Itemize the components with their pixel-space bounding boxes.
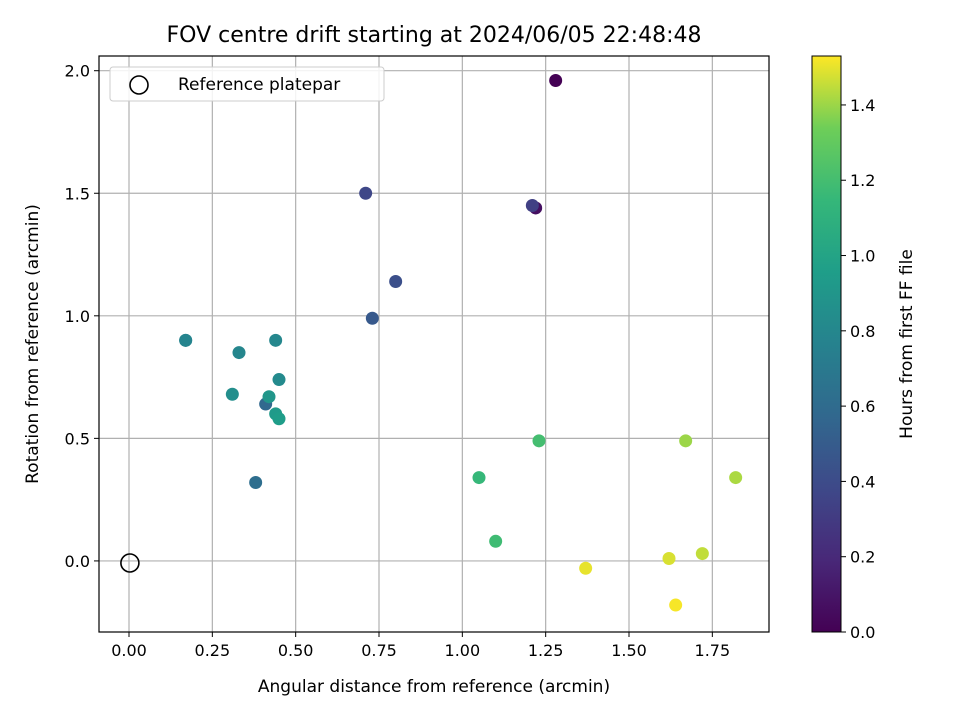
chart-title: FOV centre drift starting at 2024/06/05 … [167, 23, 702, 48]
scatter-point [269, 333, 283, 347]
scatter-point [262, 390, 276, 404]
scatter-point [179, 333, 193, 347]
scatter-point [729, 471, 743, 485]
x-axis-ticks: 0.00 0.25 0.50 0.75 1.00 1.25 1.50 1.75 [111, 632, 730, 660]
colorbar-tick-label: 1.0 [850, 247, 875, 266]
legend-label: Reference platepar [178, 75, 340, 95]
legend: Reference platepar [109, 66, 385, 102]
scatter-point [662, 551, 676, 565]
scatter-point [549, 74, 563, 88]
colorbar-tick-label: 0.4 [850, 472, 875, 491]
legend-marker [129, 75, 149, 95]
x-tick-label: 1.50 [611, 641, 647, 660]
scatter-point [525, 199, 539, 213]
grid-lines [99, 56, 769, 632]
x-axis-label: Angular distance from reference (arcmin) [258, 677, 610, 697]
x-tick-label: 1.00 [445, 641, 481, 660]
colorbar-tick-label: 0.0 [850, 623, 875, 642]
y-tick-label: 0.0 [65, 552, 90, 571]
x-tick-label: 1.25 [528, 641, 564, 660]
reference-platepar-marker [120, 553, 140, 573]
colorbar-tick-label: 1.4 [850, 96, 875, 115]
scatter-point [579, 561, 593, 575]
x-tick-label: 0.75 [361, 641, 397, 660]
scatter-point [365, 311, 379, 325]
x-tick-label: 0.00 [111, 641, 147, 660]
y-tick-label: 0.5 [65, 429, 90, 448]
scatter-point [389, 274, 403, 288]
scatter-point [359, 186, 373, 200]
colorbar-tick-label: 0.8 [850, 322, 875, 341]
colorbar-tick-label: 0.6 [850, 397, 875, 416]
data-points [179, 74, 743, 612]
scatter-point [272, 373, 286, 387]
colorbar-ticks: 0.0 0.2 0.4 0.6 0.8 1.0 1.2 1.4 [841, 96, 875, 642]
scatter-point [272, 412, 286, 426]
x-tick-label: 0.25 [195, 641, 231, 660]
plot-frame [98, 55, 770, 633]
scatter-point [669, 598, 683, 612]
y-tick-label: 1.5 [65, 184, 90, 203]
scatter-point [232, 346, 246, 360]
scatter-point [532, 434, 546, 448]
colorbar-label: Hours from first FF file [897, 249, 917, 439]
x-tick-label: 0.50 [278, 641, 314, 660]
y-tick-label: 1.0 [65, 307, 90, 326]
scatter-point [472, 471, 486, 485]
x-tick-label: 1.75 [695, 641, 731, 660]
colorbar-tick-label: 1.2 [850, 171, 875, 190]
y-axis-ticks: 0.0 0.5 1.0 1.5 2.0 [65, 62, 99, 571]
colorbar [811, 55, 842, 633]
legend-box [109, 66, 385, 102]
scatter-point [679, 434, 693, 448]
scatter-point [489, 534, 503, 548]
scatter-point [695, 547, 709, 561]
scatter-point [249, 475, 263, 489]
scatter-point [225, 387, 239, 401]
y-axis-label: Rotation from reference (arcmin) [23, 204, 43, 484]
y-tick-label: 2.0 [65, 62, 90, 81]
colorbar-tick-label: 0.2 [850, 548, 875, 567]
